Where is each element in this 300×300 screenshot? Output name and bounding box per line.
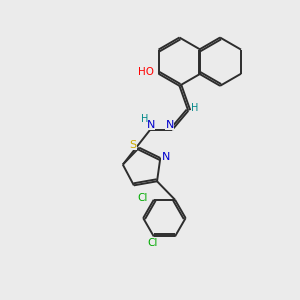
Text: N: N xyxy=(166,120,174,130)
Text: N: N xyxy=(161,152,170,161)
Text: H: H xyxy=(191,103,198,113)
Text: HO: HO xyxy=(138,67,154,77)
Text: Cl: Cl xyxy=(137,193,148,203)
Text: H: H xyxy=(141,114,148,124)
Text: N: N xyxy=(147,120,155,130)
Text: Cl: Cl xyxy=(147,238,158,248)
Text: S: S xyxy=(130,140,137,150)
